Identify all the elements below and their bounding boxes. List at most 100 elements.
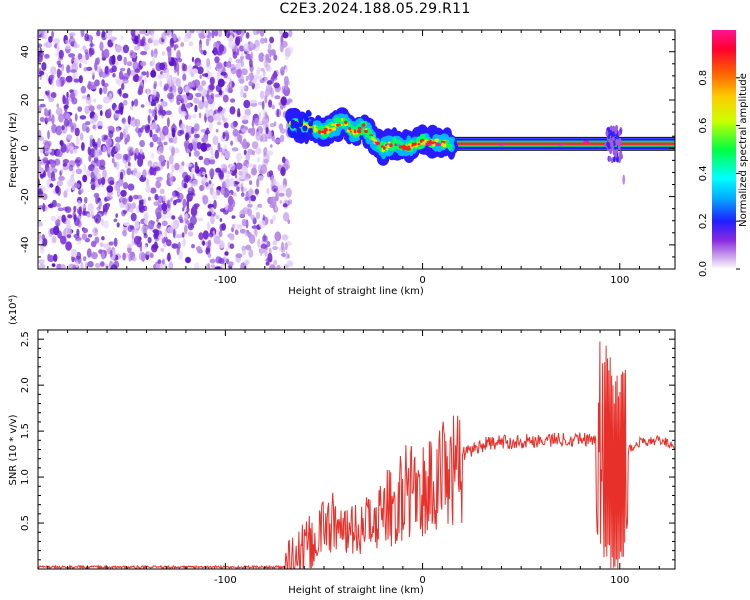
noise-speck: [48, 96, 54, 103]
noise-speck: [84, 60, 88, 65]
noise-speck: [229, 163, 236, 171]
noise-speck: [191, 179, 198, 187]
carrier-blob: [402, 147, 406, 151]
noise-speck: [280, 96, 287, 106]
noise-speck: [214, 56, 220, 64]
noise-speck: [101, 251, 105, 260]
noise-speck: [213, 113, 219, 121]
noise-speck: [272, 214, 277, 222]
noise-speck: [235, 58, 242, 64]
noise-speck: [184, 213, 189, 220]
noise-speck: [64, 206, 72, 214]
colorbar-label: Normalized spectral amplitude: [738, 73, 749, 227]
noise-speck: [217, 108, 221, 114]
carrier-blob: [307, 128, 313, 135]
noise-speck: [74, 147, 77, 154]
noise-speck: [165, 110, 172, 116]
noise-speck: [115, 153, 123, 160]
carrier-blob: [323, 127, 328, 132]
noise-speck: [251, 167, 257, 176]
x-tick-label: -100: [214, 275, 237, 286]
noise-speck: [106, 185, 114, 193]
noise-speck: [287, 189, 293, 195]
noise-speck: [176, 234, 182, 239]
noise-speck: [87, 203, 94, 213]
noise-speck: [235, 152, 243, 161]
noise-speck: [65, 241, 72, 251]
noise-speck: [58, 49, 64, 59]
noise-speck: [195, 62, 202, 67]
noise-speck: [144, 30, 151, 36]
noise-speck: [205, 73, 208, 78]
noise-speck: [193, 97, 200, 104]
noise-speck: [42, 157, 49, 164]
noise-speck: [106, 195, 113, 201]
x-tick-label: 100: [610, 575, 629, 586]
disturbance-blob: [610, 141, 614, 148]
noise-speck: [126, 168, 132, 176]
noise-speck: [269, 123, 276, 128]
noise-speck: [105, 31, 113, 40]
carrier-blob: [381, 145, 384, 148]
noise-speck: [241, 141, 246, 147]
noise-speck: [288, 30, 293, 38]
noise-speck: [286, 98, 293, 103]
noise-speck: [59, 76, 66, 85]
noise-speck: [39, 246, 45, 254]
noise-speck: [122, 93, 129, 99]
noise-speck: [272, 240, 278, 246]
noise-speck: [192, 141, 198, 152]
noise-speck: [152, 39, 160, 47]
noise-speck: [215, 167, 222, 173]
noise-speck: [51, 30, 55, 39]
noise-speck: [194, 261, 200, 269]
noise-speck: [214, 149, 220, 159]
noise-speck: [82, 210, 86, 216]
noise-speck: [48, 148, 52, 153]
noise-speck: [63, 190, 68, 198]
noise-speck: [287, 199, 293, 205]
noise-speck: [256, 178, 260, 188]
noise-speck: [92, 227, 96, 236]
noise-speck: [225, 30, 231, 39]
noise-speck: [131, 202, 137, 209]
carrier-blob: [362, 123, 366, 127]
noise-speck: [193, 203, 200, 208]
disturbance-blob: [609, 125, 613, 132]
noise-speck: [51, 79, 54, 89]
noise-speck: [243, 258, 251, 265]
noise-speck: [75, 156, 82, 167]
noise-speck: [53, 37, 60, 45]
noise-speck: [244, 230, 248, 237]
noise-speck: [169, 37, 175, 48]
noise-speck: [265, 127, 269, 135]
carrier-blob: [391, 145, 399, 149]
noise-speck: [45, 72, 49, 82]
carrier-blob: [357, 129, 362, 134]
noise-speck: [269, 50, 272, 58]
noise-speck: [202, 240, 206, 246]
noise-speck: [265, 261, 270, 266]
noise-speck: [242, 119, 249, 125]
noise-speck: [153, 102, 157, 107]
noise-speck: [162, 51, 165, 56]
noise-speck: [212, 230, 215, 239]
noise-speck: [152, 244, 159, 249]
disturbance-blob: [611, 135, 615, 142]
carrier-blob: [441, 140, 445, 143]
noise-speck: [244, 108, 251, 116]
noise-speck: [230, 140, 234, 146]
noise-speck: [218, 230, 223, 238]
noise-speck: [134, 68, 141, 73]
noise-speck: [134, 219, 140, 229]
noise-speck: [161, 259, 165, 265]
noise-speck: [213, 236, 221, 245]
noise-speck: [56, 203, 61, 208]
noise-speck: [160, 71, 163, 75]
noise-speck: [51, 235, 57, 244]
noise-speck: [147, 43, 151, 51]
noise-speck: [127, 243, 132, 249]
noise-speck: [259, 30, 265, 37]
disturbance-blob: [609, 129, 613, 136]
colorbar-tick-label: 0.6: [698, 118, 709, 134]
